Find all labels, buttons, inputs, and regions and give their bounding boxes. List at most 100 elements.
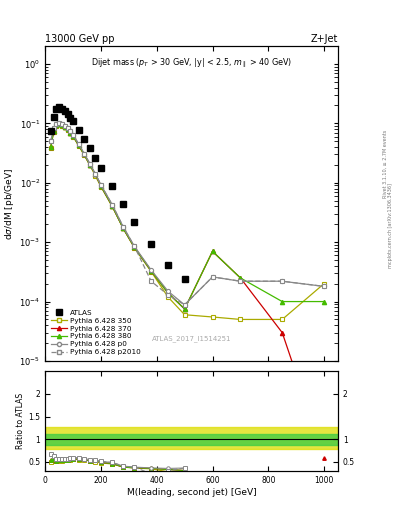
Pythia 6.428 370	[165, 290, 170, 296]
Pythia 6.428 350	[62, 124, 67, 131]
Pythia 6.428 380	[165, 290, 170, 296]
Pythia 6.428 p0	[238, 278, 243, 284]
Pythia 6.428 370	[182, 306, 187, 312]
Pythia 6.428 380	[62, 123, 67, 130]
Text: 13000 GeV pp: 13000 GeV pp	[45, 34, 115, 44]
Pythia 6.428 p0	[51, 125, 56, 132]
Pythia 6.428 p2010	[88, 161, 92, 167]
Line: Pythia 6.428 350: Pythia 6.428 350	[49, 122, 326, 322]
Pythia 6.428 350	[51, 129, 56, 135]
ATLAS	[93, 155, 98, 161]
ATLAS	[149, 241, 154, 247]
Pythia 6.428 p0	[88, 161, 92, 167]
Pythia 6.428 350	[132, 245, 137, 251]
ATLAS	[88, 145, 92, 152]
ATLAS	[54, 106, 59, 112]
Pythia 6.428 350	[76, 143, 81, 149]
Pythia 6.428 p0	[68, 129, 73, 135]
Pythia 6.428 370	[93, 171, 98, 177]
Pythia 6.428 p2010	[57, 119, 61, 125]
Pythia 6.428 380	[48, 144, 53, 150]
Pythia 6.428 p0	[60, 121, 64, 127]
Text: mcplots.cern.ch [arXiv:1306.3436]: mcplots.cern.ch [arXiv:1306.3436]	[388, 183, 393, 268]
Pythia 6.428 350	[280, 316, 285, 323]
Pythia 6.428 370	[62, 123, 67, 130]
Pythia 6.428 370	[71, 133, 75, 139]
Pythia 6.428 p0	[165, 288, 170, 294]
Pythia 6.428 370	[121, 225, 126, 231]
Pythia 6.428 p2010	[280, 278, 285, 284]
Pythia 6.428 380	[57, 120, 61, 126]
Pythia 6.428 370	[51, 128, 56, 134]
Pythia 6.428 p2010	[51, 125, 56, 132]
Pythia 6.428 380	[60, 122, 64, 128]
Pythia 6.428 380	[149, 268, 154, 274]
Pythia 6.428 350	[322, 281, 327, 287]
ATLAS	[57, 104, 61, 111]
Pythia 6.428 380	[76, 142, 81, 148]
Line: Pythia 6.428 370: Pythia 6.428 370	[49, 121, 326, 458]
Pythia 6.428 370	[68, 130, 73, 136]
Y-axis label: d$\sigma$/dM [pb/GeV]: d$\sigma$/dM [pb/GeV]	[4, 167, 17, 240]
Pythia 6.428 380	[65, 126, 70, 132]
Legend: ATLAS, Pythia 6.428 350, Pythia 6.428 370, Pythia 6.428 380, Pythia 6.428 p0, Py: ATLAS, Pythia 6.428 350, Pythia 6.428 37…	[49, 308, 143, 357]
Pythia 6.428 380	[280, 298, 285, 305]
Pythia 6.428 350	[88, 162, 92, 168]
Pythia 6.428 380	[238, 275, 243, 281]
Pythia 6.428 380	[71, 133, 75, 139]
ATLAS	[48, 127, 53, 134]
Pythia 6.428 p0	[62, 123, 67, 129]
Pythia 6.428 p0	[149, 267, 154, 273]
Pythia 6.428 380	[99, 183, 103, 189]
Pythia 6.428 370	[110, 203, 114, 209]
Pythia 6.428 p0	[322, 283, 327, 289]
Pythia 6.428 p0	[71, 132, 75, 138]
Pythia 6.428 380	[88, 162, 92, 168]
Pythia 6.428 370	[48, 144, 53, 150]
ATLAS	[238, 402, 243, 408]
Pythia 6.428 370	[60, 122, 64, 128]
Pythia 6.428 p0	[99, 182, 103, 188]
Pythia 6.428 350	[48, 145, 53, 152]
Pythia 6.428 370	[65, 126, 70, 132]
Y-axis label: Ratio to ATLAS: Ratio to ATLAS	[17, 393, 26, 449]
Pythia 6.428 350	[110, 203, 114, 209]
Pythia 6.428 370	[238, 275, 243, 281]
Pythia 6.428 p2010	[132, 243, 137, 249]
Pythia 6.428 370	[210, 248, 215, 254]
ATLAS	[62, 108, 67, 114]
Line: Pythia 6.428 p2010: Pythia 6.428 p2010	[49, 120, 326, 307]
Pythia 6.428 p0	[48, 138, 53, 144]
Text: Rivet 3.1.10, ≥ 2.7M events: Rivet 3.1.10, ≥ 2.7M events	[383, 130, 387, 198]
Pythia 6.428 370	[322, 453, 327, 459]
Pythia 6.428 370	[76, 142, 81, 148]
Pythia 6.428 p2010	[62, 123, 67, 129]
ATLAS	[182, 276, 187, 282]
Pythia 6.428 350	[149, 268, 154, 274]
Pythia 6.428 370	[82, 152, 86, 158]
ATLAS	[60, 106, 64, 112]
Pythia 6.428 p0	[132, 243, 137, 249]
Pythia 6.428 p2010	[110, 201, 114, 207]
ATLAS	[51, 114, 56, 120]
Pythia 6.428 p0	[54, 121, 59, 127]
Pythia 6.428 p0	[65, 125, 70, 131]
Pythia 6.428 p2010	[238, 278, 243, 284]
Pythia 6.428 350	[238, 316, 243, 323]
Pythia 6.428 380	[110, 203, 114, 209]
Pythia 6.428 p2010	[48, 138, 53, 144]
Pythia 6.428 350	[182, 312, 187, 318]
Pythia 6.428 350	[99, 184, 103, 190]
Pythia 6.428 p2010	[149, 278, 154, 284]
Text: ATLAS_2017_I1514251: ATLAS_2017_I1514251	[152, 335, 231, 342]
Pythia 6.428 350	[165, 294, 170, 300]
Pythia 6.428 350	[54, 123, 59, 129]
Pythia 6.428 p0	[110, 201, 114, 207]
ATLAS	[71, 118, 75, 124]
Line: Pythia 6.428 380: Pythia 6.428 380	[49, 121, 326, 311]
Pythia 6.428 p2010	[65, 125, 70, 131]
Pythia 6.428 350	[82, 152, 86, 158]
Pythia 6.428 350	[93, 173, 98, 179]
Pythia 6.428 350	[68, 130, 73, 136]
Pythia 6.428 p2010	[322, 283, 327, 289]
